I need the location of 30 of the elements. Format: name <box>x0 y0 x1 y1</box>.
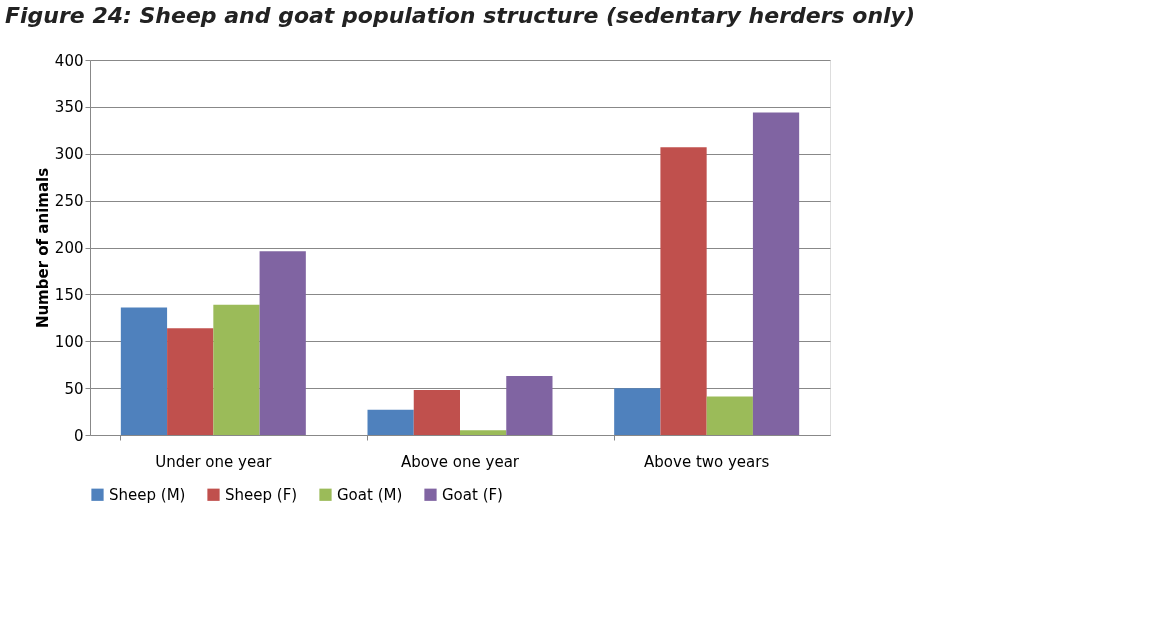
legend-label: Sheep (M) <box>109 485 186 504</box>
legend-label: Goat (M) <box>337 485 403 504</box>
bar <box>259 251 306 435</box>
bar <box>367 409 414 435</box>
x-tick-label: Above two years <box>644 452 770 471</box>
y-tick-label: 400 <box>54 51 84 70</box>
legend-label: Sheep (F) <box>225 485 298 504</box>
bar <box>614 388 661 435</box>
x-tick-label: Above one year <box>401 452 520 471</box>
y-tick-label: 150 <box>54 285 84 304</box>
bar <box>213 304 260 435</box>
bar <box>167 328 214 435</box>
legend-label: Goat (F) <box>442 485 503 504</box>
chart-title: Figure 24: Sheep and goat population structure (sedentary herders only) <box>5 3 915 28</box>
bar <box>506 375 553 435</box>
y-axis-title: Number of animals <box>33 167 52 329</box>
bar <box>706 396 753 435</box>
bar <box>460 430 507 435</box>
bar <box>752 112 800 435</box>
y-tick-label: 250 <box>54 192 84 211</box>
y-tick-label: 50 <box>64 379 84 398</box>
bar <box>120 307 168 435</box>
x-tick-label: Under one year <box>155 452 273 471</box>
y-tick-label: 350 <box>54 98 84 117</box>
y-tick-label: 300 <box>54 145 84 164</box>
bar <box>413 390 460 435</box>
y-tick-label: 0 <box>73 426 84 445</box>
bar <box>660 147 707 435</box>
y-tick-label: 200 <box>54 239 84 257</box>
y-tick-label: 100 <box>54 332 84 351</box>
